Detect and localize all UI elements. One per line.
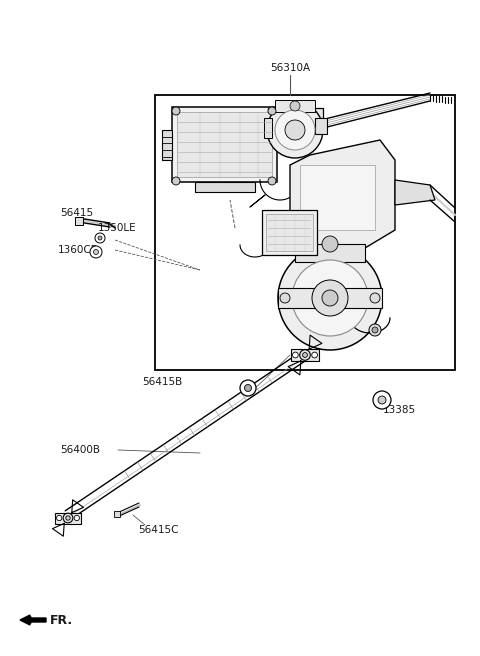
- Text: 56415B: 56415B: [142, 377, 182, 387]
- Circle shape: [373, 391, 391, 409]
- Circle shape: [172, 177, 180, 185]
- Bar: [55, 512, 81, 523]
- Circle shape: [240, 380, 256, 396]
- Text: 13385: 13385: [383, 405, 416, 415]
- Circle shape: [302, 353, 307, 358]
- Circle shape: [90, 246, 102, 258]
- Circle shape: [57, 516, 62, 521]
- Circle shape: [292, 352, 298, 358]
- Bar: [155, 95, 455, 370]
- Circle shape: [285, 120, 305, 140]
- Bar: [264, 118, 272, 138]
- Circle shape: [63, 513, 73, 523]
- Circle shape: [322, 236, 338, 252]
- Circle shape: [74, 516, 79, 521]
- Circle shape: [278, 246, 382, 350]
- Circle shape: [372, 327, 378, 333]
- Text: 56415C: 56415C: [138, 525, 179, 535]
- Bar: [262, 210, 317, 255]
- Circle shape: [378, 396, 386, 404]
- Circle shape: [275, 110, 315, 150]
- Bar: [177, 112, 272, 177]
- Circle shape: [244, 384, 252, 392]
- Circle shape: [66, 516, 70, 520]
- Circle shape: [268, 107, 276, 115]
- Bar: [75, 217, 83, 225]
- Circle shape: [370, 293, 380, 303]
- Bar: [295, 244, 365, 262]
- Circle shape: [98, 236, 102, 240]
- Bar: [268, 108, 323, 126]
- Text: 1350LE: 1350LE: [98, 223, 137, 233]
- Bar: [266, 214, 313, 251]
- Bar: [275, 100, 315, 112]
- Circle shape: [290, 101, 300, 111]
- Bar: [278, 288, 382, 308]
- Circle shape: [322, 290, 338, 306]
- Circle shape: [312, 352, 317, 358]
- Text: 56415: 56415: [60, 208, 93, 218]
- Bar: [172, 107, 277, 182]
- Circle shape: [300, 350, 310, 360]
- Circle shape: [312, 280, 348, 316]
- FancyArrow shape: [20, 615, 46, 625]
- Circle shape: [267, 102, 323, 158]
- Bar: [162, 130, 172, 160]
- Polygon shape: [395, 180, 435, 205]
- Bar: [114, 511, 120, 517]
- Circle shape: [268, 177, 276, 185]
- Polygon shape: [290, 140, 395, 248]
- Circle shape: [172, 107, 180, 115]
- Circle shape: [292, 260, 368, 336]
- Circle shape: [94, 249, 98, 255]
- Text: 56310A: 56310A: [270, 63, 310, 73]
- Circle shape: [95, 233, 105, 243]
- Circle shape: [280, 293, 290, 303]
- Bar: [315, 118, 327, 134]
- Bar: [290, 349, 319, 361]
- Bar: [195, 182, 255, 192]
- Text: 1360CF: 1360CF: [58, 245, 97, 255]
- Bar: [300, 165, 375, 230]
- Text: FR.: FR.: [50, 613, 73, 626]
- Text: 56400B: 56400B: [60, 445, 100, 455]
- Circle shape: [369, 324, 381, 336]
